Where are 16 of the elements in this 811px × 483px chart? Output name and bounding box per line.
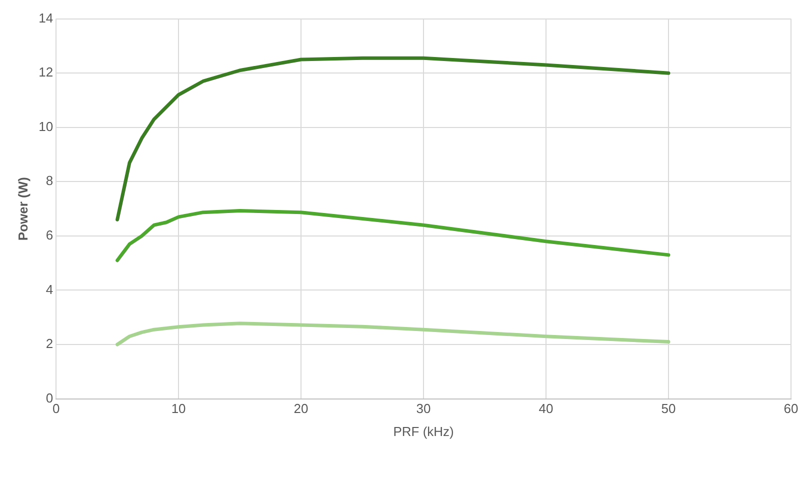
x-tick-label: 40 <box>538 401 554 416</box>
x-tick-label: 30 <box>416 401 431 416</box>
y-tick-label: 4 <box>46 282 54 297</box>
x-tick-label: 60 <box>784 401 798 416</box>
y-tick-label: 0 <box>46 390 54 406</box>
x-axis-title: PRF (kHz) <box>393 424 454 439</box>
y-tick-label: 8 <box>46 173 54 188</box>
y-tick-label: 6 <box>46 228 54 243</box>
y-tick-label: 2 <box>46 336 54 352</box>
x-tick-label: 50 <box>661 401 676 416</box>
y-tick-label: 12 <box>38 64 54 80</box>
x-tick-label: 10 <box>171 401 186 416</box>
x-tick-label: 20 <box>294 401 308 416</box>
y-tick-label: 10 <box>38 118 54 134</box>
y-axis-title: Power (W) <box>15 177 30 241</box>
y-tick-label: 14 <box>38 10 54 26</box>
